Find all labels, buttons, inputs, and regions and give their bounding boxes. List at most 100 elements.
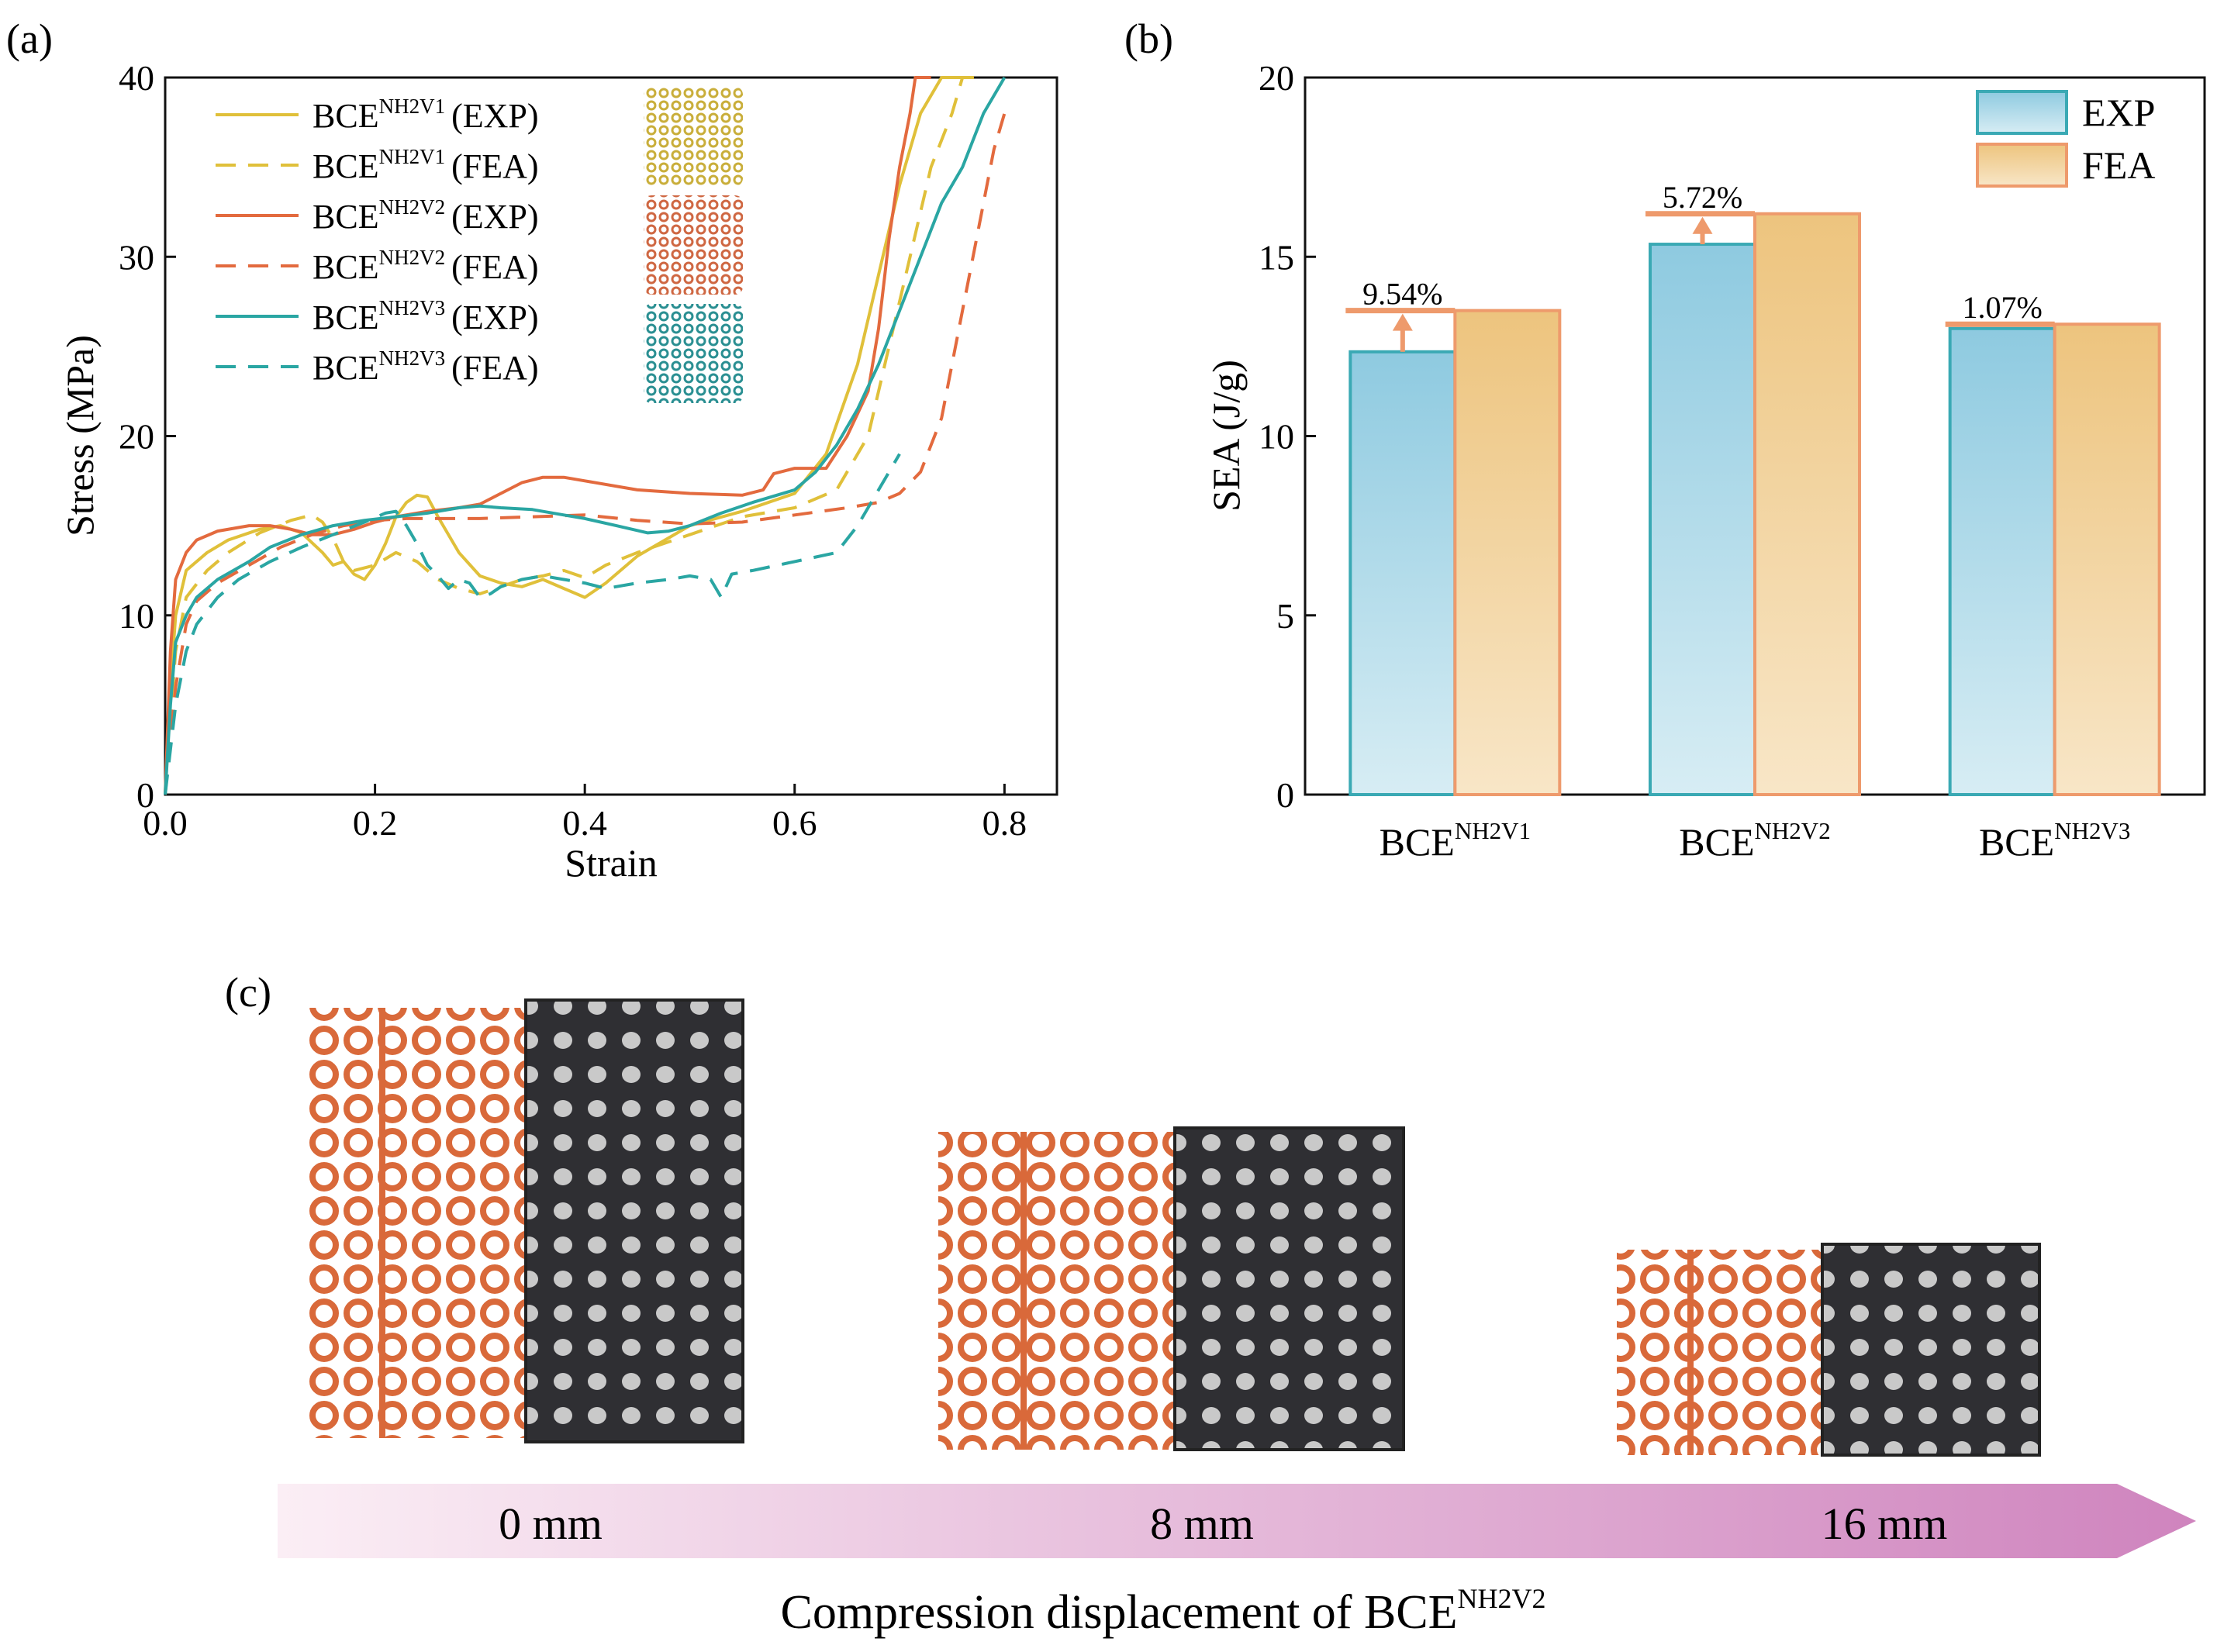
legend-label-a: BCENH2V3 (FEA) [313, 347, 539, 387]
panel-b-label: (b) [1124, 16, 1173, 62]
y-tick-label-b: 10 [1259, 417, 1294, 457]
difference-percent-label: 5.72% [1663, 180, 1742, 215]
bar-fea-nh2v1 [1453, 309, 1562, 796]
caption-superscript: NH2V2 [1458, 1583, 1546, 1614]
annotations-b: 9.54% 5.72% 1.07% [1345, 180, 2055, 352]
axis-ticks-b: 0 5 10 15 20 [1259, 58, 2056, 815]
y-tick-label-b: 0 [1276, 775, 1294, 815]
label-suffix: (EXP) [451, 97, 538, 135]
series-line-nh2v3-fea [164, 453, 901, 795]
series-line-nh2v1-fea [164, 76, 984, 795]
lattice-thumbnail-nh2v2 [644, 195, 743, 295]
caption-base: Compression displacement of BCE [780, 1586, 1457, 1639]
label-base: BCE [1380, 820, 1455, 864]
displacement-arrow [278, 1484, 2196, 1558]
label-base: BCE [313, 97, 379, 135]
label-suffix: (FEA) [451, 248, 538, 286]
x-tick-label-a: 0.6 [772, 803, 817, 843]
series-line-nh2v3-exp [164, 76, 1007, 795]
difference-arrow-head [1692, 216, 1713, 234]
label-suffix: (EXP) [451, 298, 538, 336]
axis-ticks-a: 0.0 0.2 0.4 0.6 0.8 0 10 20 30 40 [119, 58, 1027, 843]
y-tick-label-b: 20 [1259, 58, 1294, 98]
stress-strain-chart: 0.0 0.2 0.4 0.6 0.8 0 10 20 30 40 Strain Stress (… [58, 58, 1058, 885]
x-tick-label-a: 0.4 [562, 803, 607, 843]
category-labels-b: BCENH2V1 BCENH2V2 BCENH2V3 [1380, 817, 2131, 864]
label-base: BCE [313, 147, 379, 185]
bars-b [1349, 212, 2161, 796]
legend-label-fea: FEA [2082, 143, 2155, 187]
y-tick-label-a: 10 [119, 596, 154, 636]
lattice-model-0mm [305, 1008, 526, 1438]
y-tick-label-b: 5 [1276, 596, 1294, 636]
panel-a-label: (a) [6, 16, 53, 62]
label-base: BCE [313, 298, 379, 336]
legend-b: EXP FEA [1976, 90, 2155, 188]
label-suffix: (FEA) [451, 147, 538, 185]
y-tick-label-a: 30 [119, 237, 154, 277]
displacement-label-1: 8 mm [1150, 1499, 1254, 1549]
difference-percent-label: 1.07% [1963, 290, 2043, 325]
label-superscript: NH2V2 [379, 195, 446, 219]
lattice-specimen-photo-0mm [524, 998, 744, 1443]
legend-swatch-exp [1976, 90, 2068, 135]
displacement-label-2: 16 mm [1822, 1499, 1948, 1549]
label-superscript: NH2V2 [1755, 817, 1831, 844]
label-superscript: NH2V3 [379, 296, 446, 319]
label-base: BCE [313, 349, 379, 387]
series-line-nh2v2-exp [164, 76, 931, 795]
category-label-nh2v1: BCENH2V1 [1380, 817, 1531, 864]
x-tick-label-a: 0.8 [982, 803, 1027, 843]
label-base: BCE [1979, 820, 2054, 864]
legend-label-a: BCENH2V1 (EXP) [313, 95, 539, 135]
label-superscript: NH2V1 [379, 95, 446, 118]
lattice-specimen-photo-8mm [1173, 1126, 1405, 1451]
legend-label-a: BCENH2V1 (FEA) [313, 145, 539, 185]
label-base: BCE [1679, 820, 1754, 864]
x-tick-label-a: 0.0 [143, 803, 188, 843]
label-superscript: NH2V1 [379, 145, 446, 168]
label-suffix: (EXP) [451, 198, 538, 236]
lattice-thumbnail-nh2v3 [644, 304, 743, 403]
label-superscript: NH2V2 [379, 246, 446, 269]
difference-percent-label: 9.54% [1362, 277, 1442, 312]
lattice-model-16mm [1617, 1250, 1822, 1455]
lattice-specimen-photo-16mm [1821, 1243, 2041, 1457]
y-tick-label-a: 0 [136, 775, 154, 815]
legend-label-exp: EXP [2082, 91, 2155, 134]
bar-exp-nh2v3 [1948, 326, 2056, 796]
displacement-label-0: 0 mm [499, 1499, 603, 1549]
y-axis-label-b: SEA (J/g) [1204, 360, 1248, 512]
label-superscript: NH2V3 [2054, 817, 2130, 844]
y-tick-label-b: 15 [1259, 237, 1294, 277]
plot-frame-a [164, 76, 1058, 796]
lattice-model-8mm [938, 1132, 1175, 1450]
legend-label-a: BCENH2V3 (EXP) [313, 296, 539, 336]
series-line-nh2v2-fea [164, 112, 1007, 795]
x-axis-label-a: Strain [565, 841, 657, 885]
label-superscript: NH2V3 [379, 347, 446, 370]
bar-fea-nh2v2 [1753, 212, 1861, 796]
panel-c-caption: Compression displacement of BCENH2V2 [780, 1583, 1545, 1639]
legend-swatch-fea [1976, 143, 2068, 188]
panel-c-label: (c) [225, 969, 271, 1016]
label-superscript: NH2V1 [1455, 817, 1531, 844]
y-tick-label-a: 20 [119, 417, 154, 457]
label-base: BCE [313, 198, 379, 236]
x-tick-label-a: 0.2 [353, 803, 398, 843]
y-axis-label-a: Stress (MPa) [58, 335, 102, 536]
label-suffix: (FEA) [451, 349, 538, 387]
legend-a: BCENH2V1 (EXP)BCENH2V1 (FEA)BCENH2V2 (EXP)B… [216, 95, 539, 387]
bar-fea-nh2v3 [2053, 322, 2161, 796]
category-label-nh2v2: BCENH2V2 [1679, 817, 1830, 864]
series-lines-a [164, 76, 1007, 795]
difference-arrow-head [1392, 313, 1413, 331]
lattice-thumbnail-nh2v1 [644, 87, 743, 186]
legend-label-a: BCENH2V2 (FEA) [313, 246, 539, 286]
bar-exp-nh2v2 [1649, 243, 1756, 796]
compression-sequence: 0 mm 8 mm 16 mm Compression displacement… [278, 998, 2196, 1639]
bar-exp-nh2v1 [1349, 350, 1457, 796]
legend-label-a: BCENH2V2 (EXP) [313, 195, 539, 236]
